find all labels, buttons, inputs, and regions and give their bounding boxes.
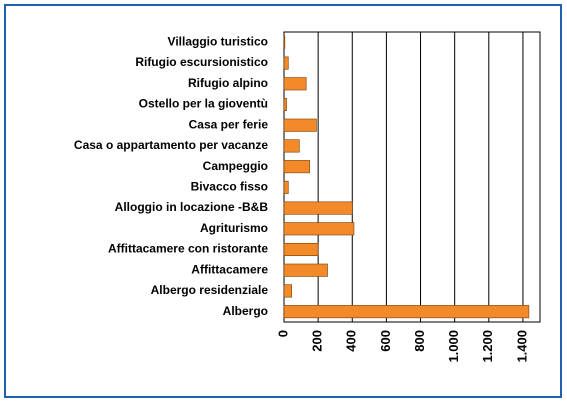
y-tick-label: Agriturismo: [200, 221, 268, 235]
x-tick-label: 0: [275, 330, 290, 337]
y-tick-label: Villaggio turistico: [168, 35, 268, 49]
bar: [283, 35, 286, 49]
bar: [283, 305, 530, 319]
bar: [283, 118, 317, 132]
bar: [283, 180, 289, 194]
x-tick-label: 1.000: [446, 330, 461, 363]
frame: [4, 4, 562, 398]
bar: [283, 97, 287, 112]
bar: [283, 284, 292, 298]
x-tick-label: 800: [412, 330, 427, 352]
bar: [283, 139, 300, 153]
y-tick-label: Campeggio: [203, 159, 268, 173]
y-tick-label: Albergo: [223, 304, 268, 318]
x-tick-label: 400: [344, 330, 359, 352]
y-tick-label: Affittacamere: [191, 262, 268, 276]
bar: [283, 201, 353, 215]
y-tick-label: Rifugio alpino: [188, 76, 268, 90]
y-tick-label: Rifugio escursionistico: [135, 55, 268, 69]
y-tick-label: Bivacco fisso: [191, 180, 268, 194]
plot-border: [283, 31, 541, 323]
bar: [283, 77, 307, 91]
x-tick-label: 1.200: [480, 330, 495, 363]
bar: [283, 242, 319, 257]
x-tick-label: 600: [378, 330, 393, 352]
y-tick-label: Casa o appartamento per vacanze: [74, 138, 268, 152]
bar: [283, 160, 310, 174]
bar: [283, 56, 289, 70]
y-tick-label: Albergo residenziale: [151, 283, 269, 297]
bar: [283, 222, 355, 236]
bar: [283, 263, 328, 277]
y-tick-label: Alloggio in locazione -B&B: [115, 200, 269, 214]
x-tick-label: 1.400: [514, 330, 529, 363]
x-tick-label: 200: [310, 330, 325, 352]
y-tick-label: Ostello per la gioventù: [139, 97, 268, 111]
y-tick-label: Casa per ferie: [189, 117, 269, 131]
y-tick-label: Affittacamere con ristorante: [108, 242, 268, 256]
